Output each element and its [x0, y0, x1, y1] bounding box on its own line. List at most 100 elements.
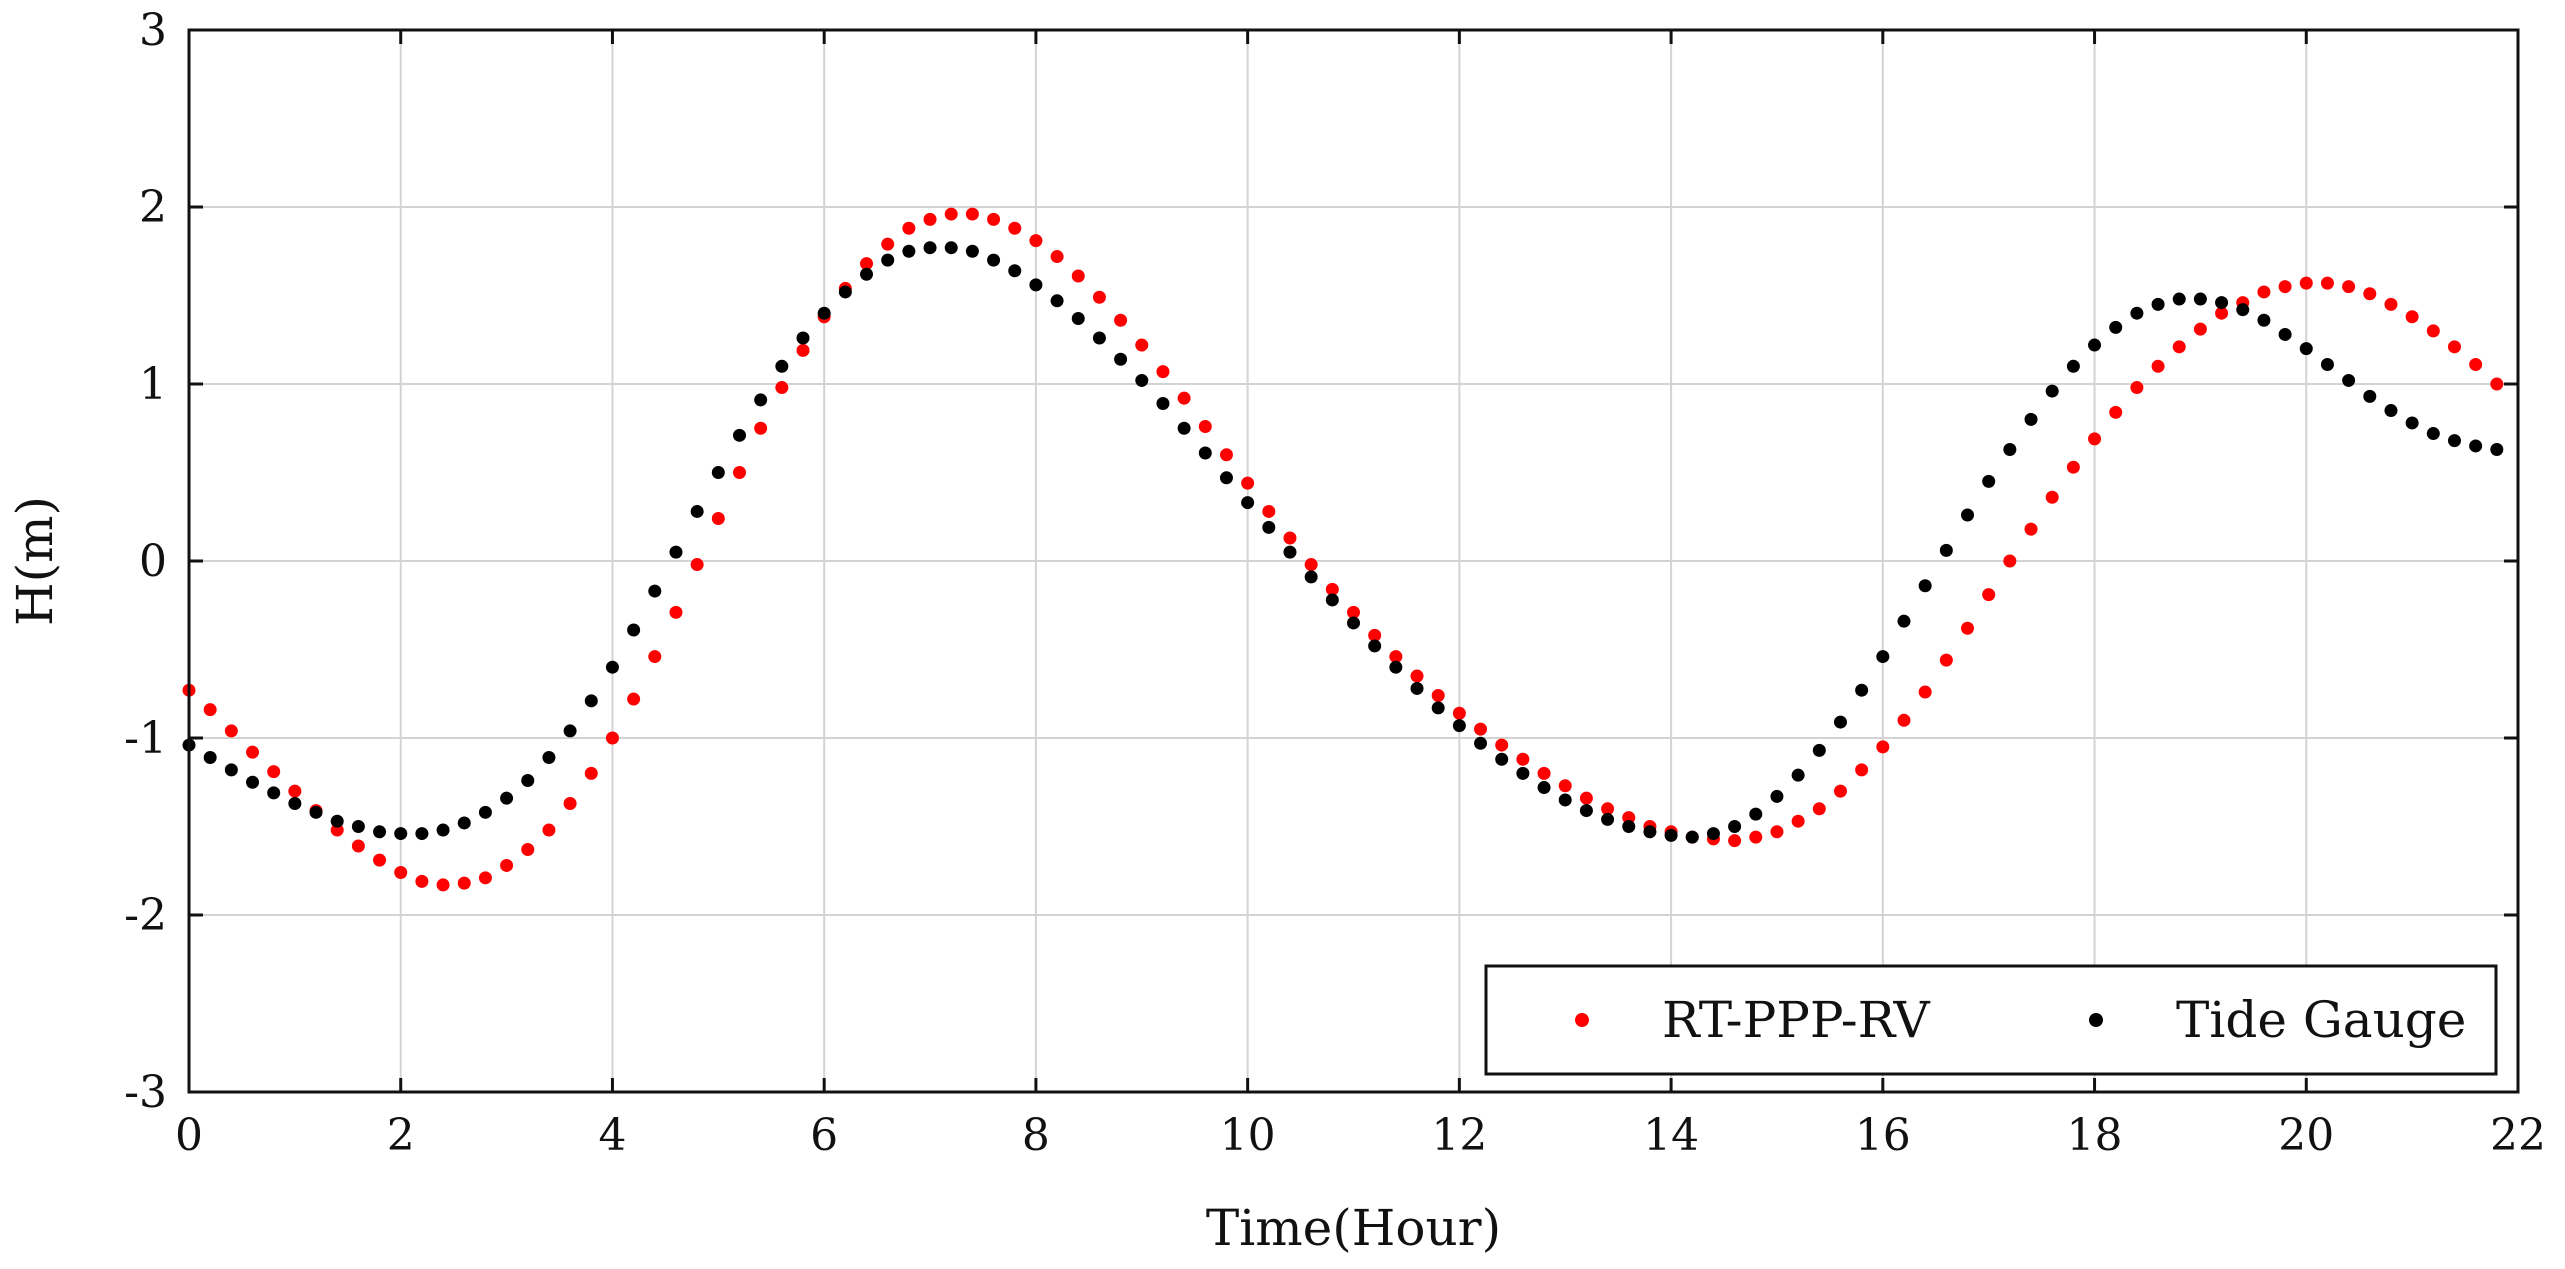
data-point-tide-gauge — [1558, 793, 1572, 807]
data-point-tide-gauge — [1749, 807, 1763, 821]
data-point-rt-ppp-rv — [1050, 250, 1064, 264]
data-point-rt-ppp-rv — [1368, 628, 1382, 642]
data-point-rt-ppp-rv — [711, 512, 725, 526]
data-point-tide-gauge — [2066, 359, 2080, 373]
x-tick-label: 12 — [1431, 1110, 1487, 1161]
data-point-tide-gauge — [690, 504, 704, 518]
data-point-tide-gauge — [987, 253, 1001, 267]
y-tick-label: 3 — [139, 5, 167, 56]
data-point-rt-ppp-rv — [2469, 358, 2483, 372]
data-point-rt-ppp-rv — [351, 839, 365, 853]
data-point-rt-ppp-rv — [775, 381, 789, 395]
data-point-tide-gauge — [2469, 439, 2483, 453]
data-point-tide-gauge — [1791, 768, 1805, 782]
data-point-rt-ppp-rv — [1812, 802, 1826, 816]
data-point-rt-ppp-rv — [1791, 814, 1805, 828]
data-point-rt-ppp-rv — [1961, 621, 1975, 635]
x-tick-label: 2 — [387, 1110, 415, 1161]
series-tide-gauge — [182, 241, 2504, 844]
data-point-rt-ppp-rv — [1918, 685, 1932, 699]
data-point-tide-gauge — [203, 750, 217, 764]
data-point-tide-gauge — [1389, 660, 1403, 674]
data-point-rt-ppp-rv — [796, 343, 810, 357]
data-point-rt-ppp-rv — [1283, 531, 1297, 545]
data-point-tide-gauge — [351, 820, 365, 833]
data-point-rt-ppp-rv — [415, 874, 429, 888]
data-point-tide-gauge — [1368, 639, 1382, 653]
data-point-tide-gauge — [2151, 297, 2165, 311]
data-point-tide-gauge — [2215, 296, 2229, 310]
data-point-tide-gauge — [2003, 442, 2017, 456]
data-point-rt-ppp-rv — [1939, 653, 1953, 667]
data-point-rt-ppp-rv — [605, 731, 619, 745]
data-point-tide-gauge — [224, 763, 238, 777]
data-point-rt-ppp-rv — [669, 605, 683, 619]
data-point-rt-ppp-rv — [2045, 490, 2059, 504]
data-point-tide-gauge — [2024, 412, 2038, 426]
data-point-rt-ppp-rv — [2405, 310, 2419, 324]
data-point-rt-ppp-rv — [754, 421, 768, 435]
data-point-tide-gauge — [246, 775, 260, 789]
data-point-rt-ppp-rv — [1452, 706, 1466, 720]
data-point-rt-ppp-rv — [1855, 763, 1869, 777]
data-point-rt-ppp-rv — [2342, 280, 2356, 294]
data-point-rt-ppp-rv — [2447, 340, 2461, 354]
data-point-tide-gauge — [1812, 743, 1826, 757]
data-point-tide-gauge — [796, 331, 810, 345]
data-point-tide-gauge — [1622, 820, 1636, 833]
data-point-rt-ppp-rv — [1876, 740, 1890, 754]
y-axis-title: H(m) — [6, 496, 64, 626]
data-point-rt-ppp-rv — [648, 650, 662, 664]
data-point-tide-gauge — [330, 814, 344, 828]
data-point-tide-gauge — [881, 253, 895, 267]
y-tick-label: 0 — [139, 536, 167, 587]
data-point-rt-ppp-rv — [1071, 269, 1085, 283]
data-point-tide-gauge — [1939, 543, 1953, 557]
data-point-rt-ppp-rv — [1304, 558, 1318, 572]
data-point-rt-ppp-rv — [2384, 297, 2398, 311]
data-point-tide-gauge — [2109, 320, 2123, 334]
data-point-tide-gauge — [1071, 312, 1085, 326]
data-point-tide-gauge — [1706, 827, 1720, 841]
data-point-rt-ppp-rv — [732, 466, 746, 479]
data-point-rt-ppp-rv — [246, 745, 260, 759]
data-point-tide-gauge — [1876, 650, 1890, 664]
data-point-tide-gauge — [1495, 752, 1509, 766]
data-point-rt-ppp-rv — [1029, 234, 1043, 248]
data-point-tide-gauge — [1601, 812, 1615, 826]
data-point-tide-gauge — [1431, 701, 1445, 715]
data-point-rt-ppp-rv — [987, 212, 1001, 226]
x-tick-label: 16 — [1855, 1110, 1911, 1161]
data-point-rt-ppp-rv — [1135, 338, 1149, 352]
data-point-rt-ppp-rv — [1495, 738, 1509, 752]
data-point-rt-ppp-rv — [2088, 432, 2102, 446]
data-point-rt-ppp-rv — [2299, 276, 2313, 290]
data-point-rt-ppp-rv — [2193, 322, 2207, 336]
legend-marker-rt-ppp-rv — [1575, 1013, 1589, 1027]
data-point-tide-gauge — [521, 773, 535, 787]
data-point-rt-ppp-rv — [2490, 377, 2504, 391]
data-point-rt-ppp-rv — [2363, 287, 2377, 301]
data-point-tide-gauge — [2426, 427, 2440, 441]
data-point-tide-gauge — [1135, 373, 1149, 387]
data-point-tide-gauge — [2088, 338, 2102, 352]
data-point-tide-gauge — [1833, 715, 1847, 729]
data-point-tide-gauge — [923, 241, 937, 255]
data-point-rt-ppp-rv — [2172, 340, 2186, 354]
data-point-tide-gauge — [1918, 579, 1932, 593]
data-point-rt-ppp-rv — [521, 843, 535, 857]
data-point-rt-ppp-rv — [1241, 476, 1255, 490]
data-point-tide-gauge — [2045, 384, 2059, 398]
data-point-tide-gauge — [1008, 264, 1022, 278]
data-point-tide-gauge — [478, 805, 492, 819]
data-point-tide-gauge — [2299, 342, 2313, 356]
y-tick-label: 1 — [139, 359, 167, 410]
y-tick-label: 2 — [139, 182, 167, 233]
data-point-rt-ppp-rv — [203, 703, 217, 717]
data-point-rt-ppp-rv — [1579, 791, 1593, 805]
data-point-tide-gauge — [2363, 389, 2377, 403]
data-point-tide-gauge — [2447, 434, 2461, 448]
data-point-tide-gauge — [1664, 828, 1678, 842]
data-point-rt-ppp-rv — [1516, 752, 1530, 766]
